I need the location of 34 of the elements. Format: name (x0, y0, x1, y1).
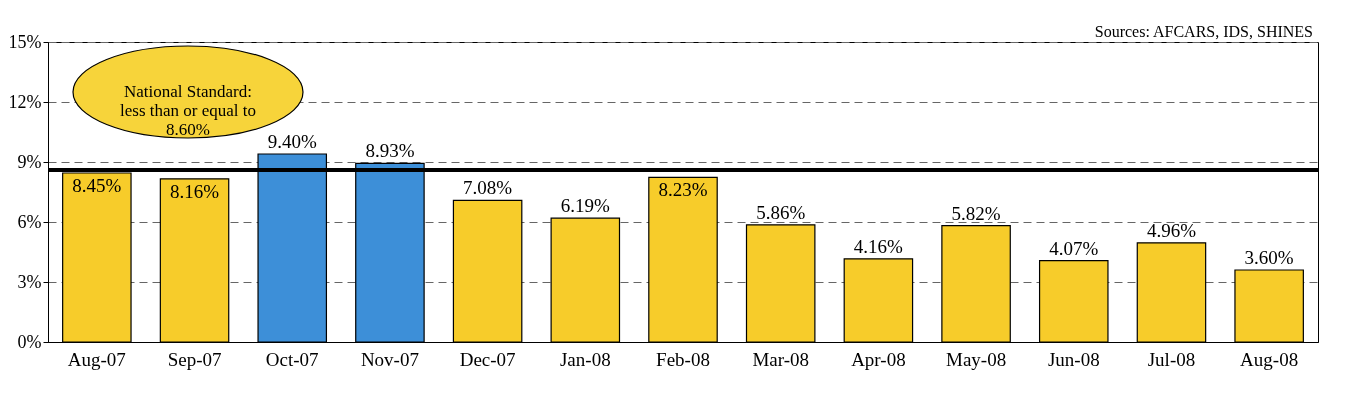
x-tick-label: Aug-08 (1240, 348, 1299, 370)
x-tick-label: Jan-08 (559, 348, 611, 370)
x-tick-label: Mar-08 (752, 348, 809, 370)
x-tick-label: Aug-07 (67, 348, 126, 370)
x-tick-label: May-08 (946, 348, 1007, 370)
x-tick-label: Oct-07 (265, 348, 319, 370)
y-tick-label: 15% (8, 31, 42, 52)
data-label: 8.93% (365, 140, 415, 162)
y-tick-label: 12% (8, 91, 42, 112)
x-tick-label: Dec-07 (459, 348, 516, 370)
y-tick-label: 6% (17, 211, 42, 232)
data-label: 7.08% (463, 177, 513, 199)
data-label: 6.19% (560, 195, 611, 217)
x-tick-label: Jun-08 (1047, 348, 1100, 370)
y-tick-label: 9% (17, 151, 42, 172)
x-tick-label: Feb-08 (656, 348, 710, 370)
x-tick-label: Sep-07 (167, 348, 222, 370)
data-label: 8.45% (72, 175, 122, 196)
source-note: Sources: AFCARS, IDS, SHINES (1094, 23, 1313, 40)
data-label: 4.96% (1146, 219, 1197, 241)
y-tick-label: 0% (17, 331, 42, 352)
x-tick-label: Jul-08 (1147, 348, 1196, 370)
x-tick-label: Nov-07 (360, 348, 419, 370)
data-label: 4.07% (1049, 237, 1099, 259)
data-label: 9.40% (267, 131, 317, 152)
x-tick-label: Apr-08 (851, 348, 906, 370)
data-label: 3.60% (1244, 247, 1294, 268)
data-label: 4.16% (853, 235, 904, 257)
data-label: 5.82% (951, 202, 1001, 224)
data-label: 8.23% (658, 179, 708, 201)
data-label: 5.86% (756, 201, 806, 223)
data-label: 8.16% (170, 180, 220, 202)
ref-line-label: National Standard: less than or equal to 8.60% (120, 82, 256, 139)
y-tick-label: 3% (17, 271, 42, 292)
